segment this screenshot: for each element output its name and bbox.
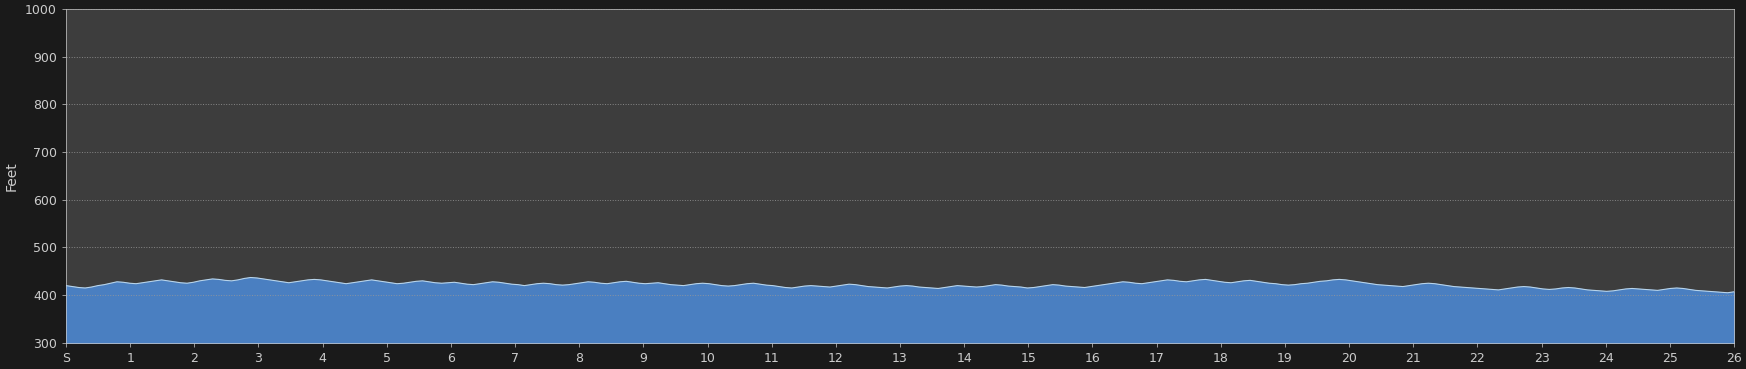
Y-axis label: Feet: Feet [3, 161, 17, 191]
